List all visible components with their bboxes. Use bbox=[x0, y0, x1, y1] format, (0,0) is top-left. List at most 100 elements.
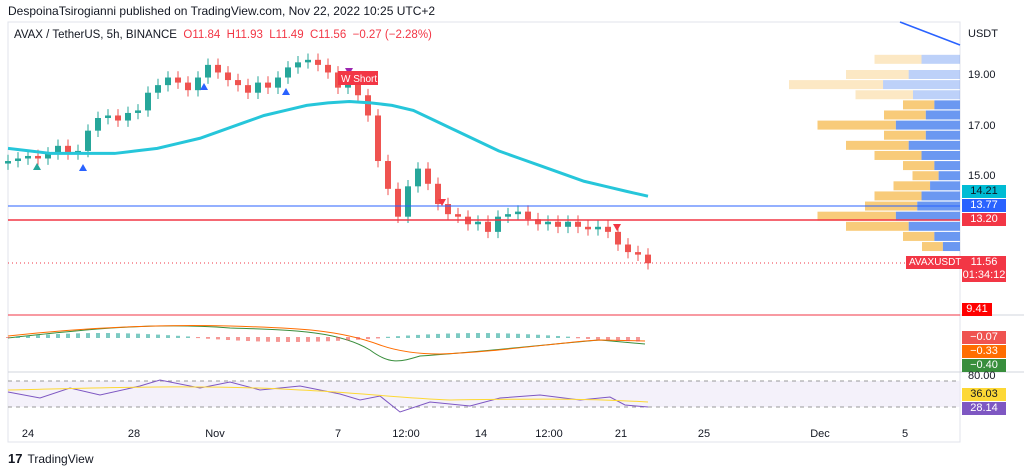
macd-histogram-bar bbox=[586, 337, 590, 339]
close-value: C11.56 bbox=[309, 29, 347, 41]
volume-profile-bar bbox=[921, 150, 960, 160]
time-label: 5 bbox=[901, 428, 909, 440]
macd-histogram-bar bbox=[566, 336, 570, 338]
volume-profile-bar bbox=[930, 181, 960, 191]
macd-histogram-bar bbox=[56, 334, 60, 338]
candle-body bbox=[535, 219, 541, 225]
candle-body bbox=[575, 221, 581, 227]
macd-histogram-bar bbox=[506, 333, 510, 338]
volume-profile-bar bbox=[846, 140, 909, 150]
tradingview-brand[interactable]: 17 TradingView bbox=[8, 451, 94, 466]
currency-label: USDT bbox=[968, 28, 998, 40]
macd-histogram-bar bbox=[456, 333, 460, 338]
candle-body bbox=[155, 85, 161, 93]
candle-body bbox=[65, 145, 71, 154]
macd-histogram-bar bbox=[516, 333, 520, 338]
macd-histogram-bar bbox=[636, 337, 640, 342]
macd-histogram-bar bbox=[156, 334, 160, 338]
macd-histogram-bar bbox=[446, 333, 450, 338]
macd-histogram-bar bbox=[106, 333, 110, 338]
candle-body bbox=[45, 153, 51, 159]
candle-body bbox=[85, 130, 91, 151]
macd-histogram-bar bbox=[526, 334, 530, 338]
candle-body bbox=[475, 221, 481, 225]
macd-histogram-bar bbox=[186, 336, 190, 338]
candle-body bbox=[455, 214, 461, 217]
macd-histogram-bar bbox=[606, 337, 610, 341]
volume-profile bbox=[789, 54, 960, 252]
volume-profile-bar bbox=[883, 80, 960, 90]
volume-profile-bar bbox=[855, 90, 913, 100]
candle-body bbox=[345, 82, 351, 88]
time-label: 24 bbox=[21, 428, 35, 440]
macd-histogram-bar bbox=[96, 333, 100, 338]
macd-histogram-bar bbox=[556, 335, 560, 338]
macd-histogram-bar bbox=[126, 333, 130, 338]
candle-body bbox=[525, 211, 531, 220]
volume-profile-bar bbox=[912, 171, 939, 181]
open-value: O11.84 bbox=[183, 29, 221, 41]
price-label: 15.00 bbox=[968, 170, 996, 182]
candle-body bbox=[495, 216, 501, 232]
macd-histogram-bar bbox=[296, 337, 300, 342]
volume-profile-bar bbox=[884, 110, 926, 120]
candle-body bbox=[135, 110, 141, 113]
time-label: 12:00 bbox=[392, 428, 420, 440]
blue-line-tag: 13.77 bbox=[962, 199, 1006, 212]
volume-profile-bar bbox=[938, 171, 960, 181]
price-label: 19.00 bbox=[968, 69, 996, 81]
macd-histogram-bar bbox=[266, 337, 270, 342]
macd-histogram-bar bbox=[616, 337, 620, 341]
candle-body bbox=[515, 211, 521, 215]
macd-histogram-bar bbox=[66, 333, 70, 338]
candle-body bbox=[35, 155, 41, 159]
macd-histogram-bar bbox=[356, 337, 360, 340]
rsi-ma-tag: 36.03 bbox=[962, 388, 1006, 401]
volume-profile-bar bbox=[903, 100, 935, 110]
buy-signal-icon bbox=[79, 164, 87, 171]
candle-body bbox=[415, 168, 421, 187]
candle-body bbox=[105, 115, 111, 119]
brand-label: TradingView bbox=[27, 451, 94, 466]
volume-profile-bar bbox=[846, 70, 909, 79]
volume-profile-bar bbox=[817, 211, 896, 221]
candles bbox=[5, 53, 651, 270]
macd-histogram-bar bbox=[466, 333, 470, 338]
volume-profile-bar bbox=[895, 211, 960, 221]
candle-body bbox=[425, 168, 431, 184]
candle-body bbox=[545, 221, 551, 225]
macd-histogram-bar bbox=[386, 336, 390, 338]
macd-histogram-bar bbox=[416, 334, 420, 338]
symbol-name[interactable]: AVAX / TetherUS, 5h, BINANCE bbox=[14, 29, 177, 41]
trend-line[interactable] bbox=[899, 21, 961, 46]
macd-histogram-bar bbox=[36, 335, 40, 338]
macd-histogram-bar bbox=[626, 337, 630, 342]
macd-histogram-bar bbox=[396, 336, 400, 338]
rsi-level-label: 80.00 bbox=[968, 370, 996, 382]
change-value: −0.27 (−2.28%) bbox=[352, 29, 432, 41]
w-short-label-bg bbox=[338, 71, 378, 85]
macd-pane bbox=[6, 325, 646, 362]
macd-histogram-bar bbox=[176, 335, 180, 338]
candle-body bbox=[205, 64, 211, 78]
rsi-pane bbox=[7, 379, 960, 413]
macd-histogram-bar bbox=[136, 333, 140, 338]
volume-profile-bar bbox=[925, 130, 960, 140]
macd-histogram-bar bbox=[196, 337, 200, 339]
volume-profile-bar bbox=[895, 120, 960, 130]
candle-body bbox=[505, 214, 511, 217]
volume-profile-bar bbox=[922, 242, 943, 252]
macd-histogram-bar bbox=[226, 337, 230, 341]
candle-body bbox=[445, 204, 451, 215]
sell-signal-icon bbox=[613, 224, 621, 231]
volume-profile-bar bbox=[903, 161, 935, 171]
volume-profile-bar bbox=[846, 221, 909, 231]
candle-body bbox=[195, 77, 201, 91]
candle-body bbox=[175, 77, 181, 83]
candle-body bbox=[595, 226, 601, 230]
macd-hist-tag: −0.07 bbox=[962, 331, 1006, 344]
volume-profile-bar bbox=[908, 70, 960, 79]
candle-body bbox=[265, 82, 271, 88]
candle-body bbox=[645, 254, 651, 264]
